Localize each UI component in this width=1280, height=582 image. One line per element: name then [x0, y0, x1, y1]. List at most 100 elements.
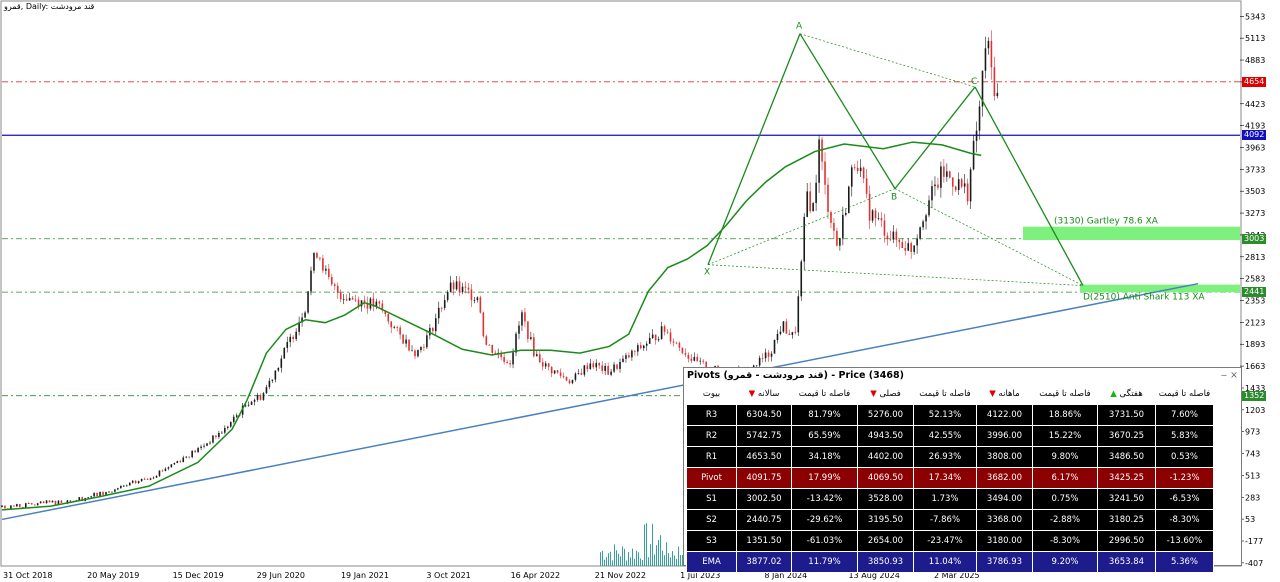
candle-body: [363, 300, 366, 303]
pivots-cell: 5.36%: [1156, 552, 1213, 572]
pivots-title: Pivots (قند مرودشت - قمرو) - Price (3468…: [687, 370, 904, 381]
arrow-down-icon: ▼: [870, 389, 880, 399]
pivots-cell: 4069.50: [858, 468, 913, 488]
candle-body: [1, 505, 3, 508]
ema-line: [1, 141, 982, 511]
pattern-label-B: B: [891, 193, 897, 203]
candle-body: [972, 140, 975, 170]
y-tick-label: -407: [1245, 559, 1263, 568]
candle-body: [164, 468, 167, 471]
pivots-cell: 5742.75: [737, 426, 791, 446]
candle-body: [957, 179, 960, 190]
volume-bar: [664, 555, 665, 566]
pivots-cell: 3180.25: [1098, 510, 1155, 530]
candle-body: [833, 222, 835, 231]
price-tag-4654: 4654: [1242, 76, 1267, 87]
candle-body: [969, 169, 972, 202]
pivots-cell: 1.73%: [914, 489, 976, 509]
candle-body: [622, 358, 624, 362]
candle-body: [877, 218, 880, 219]
candle-body: [485, 336, 488, 345]
candle-body: [322, 258, 324, 271]
pattern-ratio-XD: [707, 264, 1084, 286]
y-tick-label: 5343: [1245, 12, 1265, 21]
candle-body: [461, 286, 464, 293]
candle-body: [868, 193, 871, 221]
pivots-header-cell: ▼ ماهانه: [977, 384, 1032, 404]
candle-body: [619, 361, 621, 369]
pivots-row-s2: S2 2440.75 -29.62% 3195.50 -7.86% 3368.00 -2.8…: [687, 510, 1213, 530]
candle-body: [301, 317, 303, 323]
pivots-header-cell: ▲ هفتگی: [1098, 384, 1155, 404]
candle-body: [654, 334, 657, 341]
pivots-cell: 3877.02: [737, 552, 791, 572]
candle-body: [384, 310, 387, 314]
y-tick-label: 3963: [1245, 143, 1265, 152]
candle-body: [904, 247, 907, 251]
candle-body: [922, 221, 924, 228]
volume-bar: [612, 560, 613, 566]
y-tick-label: 3503: [1245, 187, 1265, 196]
pivots-cell: 4653.50: [737, 447, 791, 467]
candle-body: [289, 336, 292, 343]
candle-body: [494, 352, 497, 354]
pivots-cell: 0.75%: [1033, 489, 1097, 509]
x-tick-label: 8 Jan 2024: [764, 571, 807, 580]
pivots-panel[interactable]: Pivots (قند مرودشت - قمرو) - Price (3468…: [683, 367, 1242, 573]
candle-body: [414, 350, 416, 357]
pivots-cell: 3786.93: [977, 552, 1032, 572]
y-tick-label: 2583: [1245, 275, 1265, 284]
candle-body: [960, 179, 963, 187]
y-tick-label: 283: [1245, 493, 1260, 502]
candle-body: [304, 312, 306, 318]
candle-body: [521, 312, 523, 326]
candle-body: [331, 277, 333, 285]
pivots-cell: 3368.00: [977, 510, 1032, 530]
candle-body: [556, 370, 559, 373]
candle-body: [595, 362, 598, 368]
candle-body: [319, 257, 321, 259]
pivots-cell: 26.93%: [914, 447, 976, 467]
candle-body: [913, 245, 915, 252]
arrow-down-icon: ▼: [748, 389, 758, 399]
pivots-cell: -1.23%: [1156, 468, 1213, 488]
candle-body: [125, 485, 128, 487]
candle-body: [640, 345, 642, 349]
candle-body: [87, 497, 89, 499]
candle-body: [437, 307, 440, 319]
candle-body: [806, 191, 808, 217]
volume-bar: [638, 552, 639, 566]
candle-body: [821, 139, 823, 162]
candle-body: [51, 500, 54, 503]
candle-body: [978, 106, 981, 131]
candle-body: [782, 321, 785, 332]
pivots-header-cell: ▼ سالانه: [737, 384, 791, 404]
candle-body: [553, 370, 556, 374]
candle-body: [200, 446, 202, 448]
candle-body: [862, 167, 865, 179]
candle-body: [268, 380, 271, 388]
candle-body: [325, 268, 327, 271]
candle-body: [699, 360, 702, 362]
candle-body: [283, 347, 286, 359]
pivots-cell: 9.80%: [1033, 447, 1097, 467]
candle-body: [426, 335, 428, 348]
candle-body: [601, 365, 603, 371]
candle-body: [218, 433, 220, 437]
candle-body: [42, 501, 45, 504]
panel-buttons[interactable]: ‒ ×: [1220, 370, 1238, 381]
candle-body: [773, 339, 776, 354]
candle-body: [642, 345, 645, 349]
candle-body: [571, 379, 574, 384]
pivots-cell: 3996.00: [977, 426, 1032, 446]
volume-bar: [614, 544, 615, 566]
candle-body: [351, 297, 354, 300]
candle-body: [235, 415, 238, 417]
candle-body: [785, 321, 788, 334]
pattern-ratio-XB: [707, 188, 896, 266]
candle-body: [574, 373, 577, 380]
candle-body: [336, 285, 339, 293]
pivots-cell: 1351.50: [737, 531, 791, 551]
pivots-cell: 5.83%: [1156, 426, 1213, 446]
